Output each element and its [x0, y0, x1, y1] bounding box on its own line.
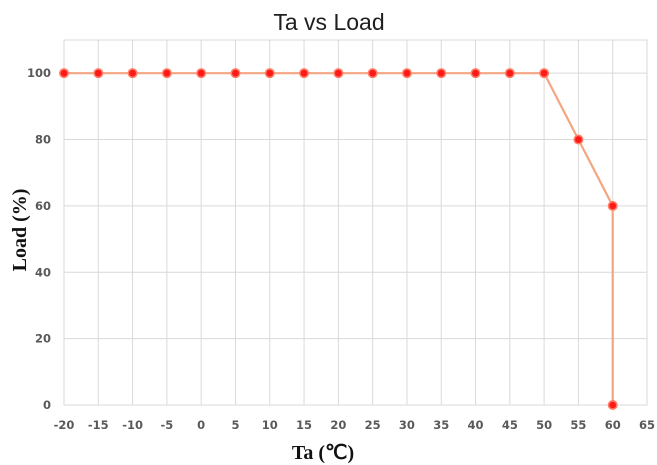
- x-tick-label: 35: [433, 418, 449, 432]
- x-tick-label: 45: [502, 418, 518, 432]
- data-point: [436, 68, 447, 79]
- x-tick-label: 25: [365, 418, 381, 432]
- data-point: [264, 68, 275, 79]
- data-point: [573, 134, 584, 145]
- grid-lines: [63, 40, 648, 406]
- x-tick-label: 60: [605, 418, 621, 432]
- y-tick-label: 40: [35, 265, 51, 279]
- x-tick-label: -20: [54, 418, 75, 432]
- chart-title: Ta vs Load: [273, 9, 384, 35]
- plot-frame: [63, 39, 648, 406]
- data-point: [367, 68, 378, 79]
- data-point: [196, 68, 207, 79]
- data-point: [539, 68, 550, 79]
- y-tick-labels: 0 20 40 60 80 100: [27, 66, 51, 412]
- x-tick-label: 65: [639, 418, 655, 432]
- x-tick-label: 30: [399, 418, 415, 432]
- x-tick-label: -15: [88, 418, 109, 432]
- y-axis-label: Load (%): [9, 189, 31, 272]
- x-tick-label: 50: [536, 418, 552, 432]
- data-point: [607, 200, 618, 211]
- data-point: [161, 68, 172, 79]
- data-point: [607, 399, 618, 410]
- data-point: [470, 68, 481, 79]
- y-tick-label: 100: [27, 66, 51, 80]
- data-point: [333, 68, 344, 79]
- x-tick-label: 55: [570, 418, 586, 432]
- x-tick-label: -5: [160, 418, 173, 432]
- data-markers: [58, 68, 618, 410]
- data-point: [504, 68, 515, 79]
- x-tick-label: 40: [468, 418, 484, 432]
- y-tick-label: 60: [35, 199, 51, 213]
- data-point: [93, 68, 104, 79]
- x-tick-label: 20: [330, 418, 346, 432]
- data-point: [299, 68, 310, 79]
- data-point: [127, 68, 138, 79]
- x-tick-labels: -20 -15 -10 -5 0 5 10 15 20 25 30 35 40 45 50 55 60 65: [54, 418, 655, 432]
- data-point: [58, 68, 69, 79]
- x-tick-label: 10: [262, 418, 278, 432]
- data-point: [401, 68, 412, 79]
- x-tick-label: 15: [296, 418, 312, 432]
- x-tick-label: -10: [122, 418, 143, 432]
- y-tick-label: 0: [43, 398, 51, 412]
- x-tick-label: 5: [231, 418, 239, 432]
- x-axis-label: Ta (℃): [292, 442, 354, 464]
- y-tick-label: 20: [35, 332, 51, 346]
- data-point: [230, 68, 241, 79]
- series-line: [64, 72, 614, 405]
- x-tick-label: 0: [197, 418, 205, 432]
- y-tick-label: 80: [35, 133, 51, 147]
